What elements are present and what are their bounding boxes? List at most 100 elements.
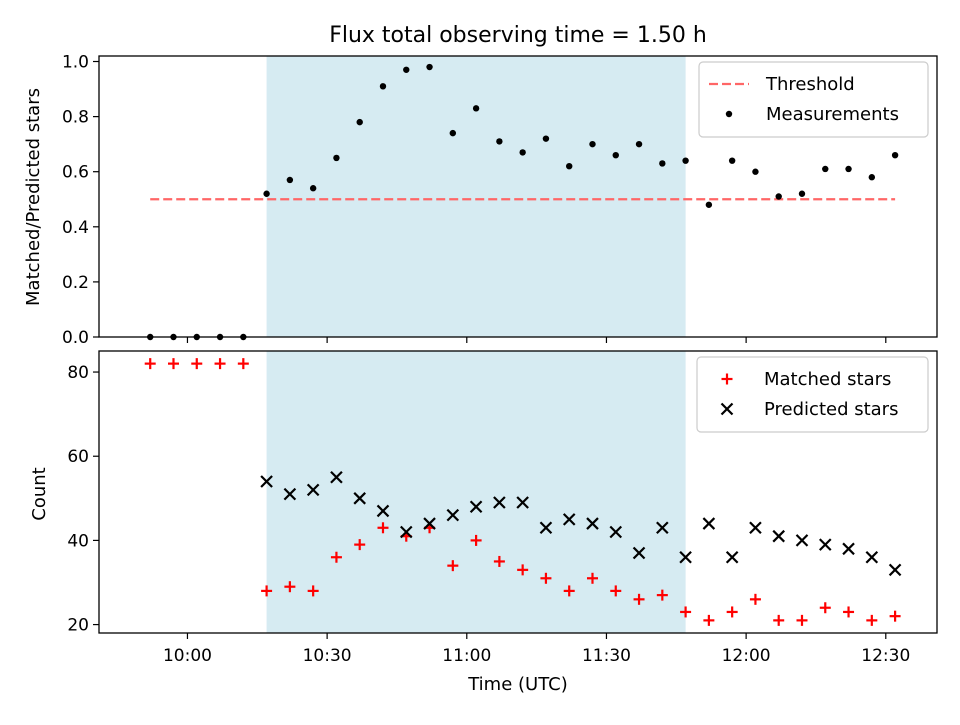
top-legend-box xyxy=(698,61,929,138)
predicted-stars-point xyxy=(749,521,762,535)
top-legend: Threshold Measurements xyxy=(698,61,929,138)
matched-stars-point xyxy=(843,606,855,618)
measurement-point xyxy=(682,157,689,164)
matched-stars-point xyxy=(354,539,366,551)
x-tick-label: 11:30 xyxy=(582,646,631,666)
x-tick-label: 12:00 xyxy=(722,646,771,666)
matched-stars-point xyxy=(540,572,552,584)
bottom-panel: 20 40 60 80 10:00 10:30 11:00 11:30 12:00 12:30 Ma… xyxy=(67,350,938,666)
predicted-stars-point xyxy=(679,550,692,564)
predicted-stars-point xyxy=(795,534,809,547)
measurement-point xyxy=(659,160,666,167)
matched-stars-point xyxy=(144,358,156,370)
bottom-axes-frame xyxy=(98,350,938,634)
matched-stars-point xyxy=(237,358,249,370)
matched-stars-point xyxy=(819,602,831,614)
predicted-stars-point xyxy=(888,563,902,577)
legend-series-label: Predicted stars xyxy=(764,399,898,420)
matched-stars-point xyxy=(866,614,878,626)
measurement-point xyxy=(589,140,596,148)
predicted-stars-point xyxy=(330,470,343,484)
legend-threshold-label: Threshold xyxy=(765,74,855,95)
matched-stars-point xyxy=(586,572,598,584)
measurement-point xyxy=(891,151,899,159)
predicted-stars-point xyxy=(656,521,669,535)
bottom-legend-box xyxy=(696,356,929,433)
legend-series-label: Measurements xyxy=(766,104,899,125)
top-y-tick-label: 1.0 xyxy=(62,53,89,73)
measurement-point xyxy=(542,135,550,142)
x-tick-label: 10:00 xyxy=(163,646,212,666)
predicted-stars-point xyxy=(702,517,716,530)
top-y-axis-label: Matched/Predicted stars xyxy=(23,88,44,306)
matched-stars-point xyxy=(377,522,389,534)
legend-measurements-swatch xyxy=(725,110,733,118)
bottom-y-tick-label: 40 xyxy=(67,531,89,551)
measurement-point xyxy=(705,201,713,208)
top-panel: 0.0 0.2 0.4 0.6 0.8 1.0 Threshold Measurements xyxy=(62,53,938,348)
measurement-point xyxy=(635,140,643,148)
measurement-point xyxy=(309,185,317,192)
predicted-stars-point xyxy=(632,546,646,560)
matched-stars-point xyxy=(330,551,342,563)
top-axes-frame xyxy=(98,55,938,338)
measurement-point xyxy=(822,165,829,173)
measurement-point xyxy=(566,162,573,170)
bottom-y-axis-label: Count xyxy=(29,467,50,520)
matched-stars-point xyxy=(796,614,808,626)
bottom-y-tick-label: 60 xyxy=(67,447,89,467)
matched-stars-point xyxy=(493,555,505,567)
matched-stars-point xyxy=(447,560,459,572)
matched-stars-point xyxy=(633,593,645,605)
top-y-tick-label: 0.0 xyxy=(62,328,89,348)
top-shaded-interval xyxy=(266,56,686,337)
matched-stars-point xyxy=(656,589,668,601)
chart-title: Flux total observing time = 1.50 h xyxy=(329,23,707,48)
bottom-y-tick-label: 80 xyxy=(67,363,89,383)
measurement-point xyxy=(472,105,480,112)
predicted-stars-point xyxy=(772,529,785,543)
predicted-stars-point xyxy=(539,521,553,535)
x-tick-label: 11:00 xyxy=(442,646,491,666)
predicted-stars-point xyxy=(260,475,273,488)
predicted-stars-point xyxy=(818,538,832,551)
bottom-y-tick-label: 20 xyxy=(67,616,89,636)
x-axis-label: Time (UTC) xyxy=(467,674,568,695)
measurement-point xyxy=(519,149,526,156)
measurement-point xyxy=(356,118,363,126)
matched-stars-point xyxy=(610,585,622,597)
measurement-point xyxy=(333,154,340,162)
matched-stars-point xyxy=(470,534,482,546)
x-tick-label: 12:30 xyxy=(861,646,910,666)
matched-stars-point xyxy=(284,581,296,593)
matched-stars-point xyxy=(889,610,901,622)
predicted-stars-point xyxy=(725,550,739,564)
matched-stars-point xyxy=(680,606,692,618)
measurement-point xyxy=(449,129,457,137)
measurement-point xyxy=(845,165,852,173)
top-y-tick-label: 0.8 xyxy=(62,108,89,128)
predicted-stars-point xyxy=(609,525,623,539)
x-tick-label: 10:30 xyxy=(303,646,352,666)
measurement-point xyxy=(286,176,294,184)
measurement-point xyxy=(403,66,410,73)
measurement-point xyxy=(868,174,876,181)
predicted-stars-point xyxy=(469,500,483,514)
matched-stars-point xyxy=(517,564,529,576)
top-y-tick-label: 0.2 xyxy=(62,273,89,293)
predicted-stars-point xyxy=(353,492,366,505)
predicted-stars-point xyxy=(865,550,879,564)
bottom-shaded-interval xyxy=(266,351,686,633)
predicted-stars-point xyxy=(842,542,855,556)
top-y-tick-label: 0.4 xyxy=(62,218,89,238)
predicted-stars-point xyxy=(516,496,529,509)
matched-stars-point xyxy=(749,593,761,605)
predicted-stars-point xyxy=(446,508,460,522)
matched-stars-point xyxy=(214,358,226,370)
predicted-stars-point xyxy=(423,517,436,530)
matched-stars-point xyxy=(563,585,575,597)
legend-predicted-swatch xyxy=(720,402,734,416)
matched-stars-point xyxy=(191,358,203,370)
